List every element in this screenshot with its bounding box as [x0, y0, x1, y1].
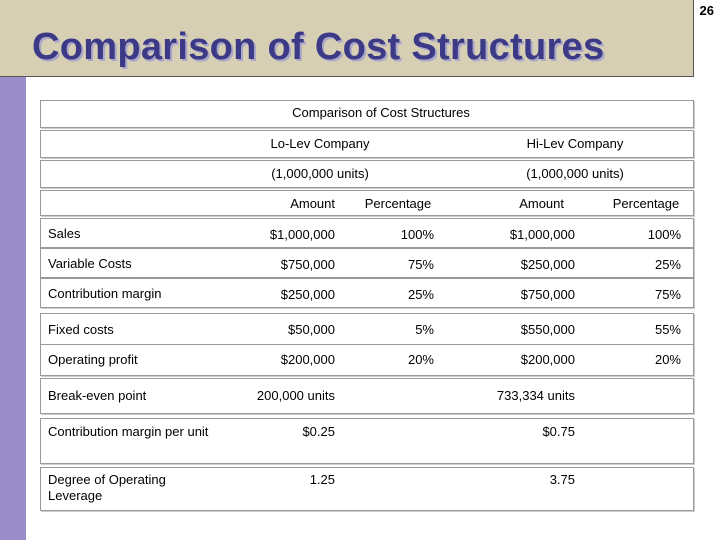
lo-lev-units-header: (1,000,000 units) — [271, 166, 369, 181]
row-label-variable-costs: Variable Costs — [48, 256, 132, 271]
lo-amount-cell: $250,000 — [280, 287, 335, 302]
lo-pct-cell: 100% — [400, 227, 434, 242]
lo-percentage-header: Percentage — [364, 196, 432, 211]
lo-amount-cell: $50,000 — [288, 322, 335, 337]
row-band — [40, 418, 694, 464]
lo-pct-cell: 25% — [407, 287, 434, 302]
lo-value-cell: 1.25 — [309, 472, 335, 487]
row-label-fixed-costs: Fixed costs — [48, 322, 114, 337]
hi-lev-company-header: Hi-Lev Company — [526, 136, 624, 151]
lo-lev-company-header: Lo-Lev Company — [270, 136, 370, 151]
row-label-operating-profit: Operating profit — [48, 352, 138, 367]
lo-pct-cell: 75% — [407, 257, 434, 272]
lo-amount-cell: $1,000,000 — [269, 227, 335, 242]
table-caption: Comparison of Cost Structures — [292, 105, 470, 120]
hi-pct-cell: 75% — [654, 287, 681, 302]
header-band-caption — [40, 100, 694, 128]
row-band — [40, 344, 694, 376]
hi-amount-cell: $200,000 — [520, 352, 575, 367]
lo-pct-cell: 5% — [415, 322, 434, 337]
row-band — [40, 378, 694, 414]
hi-amount-cell: $750,000 — [520, 287, 575, 302]
lo-amount-header: Amount — [290, 196, 335, 211]
header-band-units — [40, 160, 694, 188]
title-bar: Comparison of Cost Structures — [0, 0, 694, 77]
lo-amount-cell: $750,000 — [280, 257, 335, 272]
hi-pct-cell: 20% — [654, 352, 681, 367]
hi-lev-units-header: (1,000,000 units) — [526, 166, 624, 181]
lo-amount-cell: $200,000 — [280, 352, 335, 367]
lo-value-cell: 200,000 units — [256, 388, 335, 403]
slide-title: Comparison of Cost Structures — [32, 26, 605, 68]
row-band — [40, 278, 694, 308]
row-label-contribution-margin: Contribution margin — [48, 286, 162, 301]
hi-value-cell: 3.75 — [549, 472, 575, 487]
row-label-degree-of-operating-leverage: Degree of Operating Leverage — [48, 472, 166, 503]
hi-amount-cell: $250,000 — [520, 257, 575, 272]
slide-number: 26 — [699, 3, 714, 18]
hi-amount-header: Amount — [519, 196, 564, 211]
hi-pct-cell: 25% — [654, 257, 681, 272]
row-label-sales: Sales — [48, 226, 81, 241]
row-label-break-even-point: Break-even point — [48, 388, 147, 403]
hi-amount-cell: $1,000,000 — [509, 227, 575, 242]
lo-value-cell: $0.25 — [302, 424, 335, 439]
header-band-companies — [40, 130, 694, 158]
header-band-columns — [40, 190, 694, 216]
hi-percentage-header: Percentage — [612, 196, 680, 211]
lo-pct-cell: 20% — [407, 352, 434, 367]
sidebar-accent — [0, 0, 26, 540]
hi-value-cell: $0.75 — [542, 424, 575, 439]
row-band — [40, 218, 694, 248]
row-band — [40, 467, 694, 511]
hi-pct-cell: 100% — [647, 227, 681, 242]
hi-value-cell: 733,334 units — [496, 388, 575, 403]
row-label-contribution-margin-per-unit: Contribution margin per unit — [48, 424, 209, 439]
row-band — [40, 248, 694, 278]
hi-amount-cell: $550,000 — [520, 322, 575, 337]
hi-pct-cell: 55% — [654, 322, 681, 337]
